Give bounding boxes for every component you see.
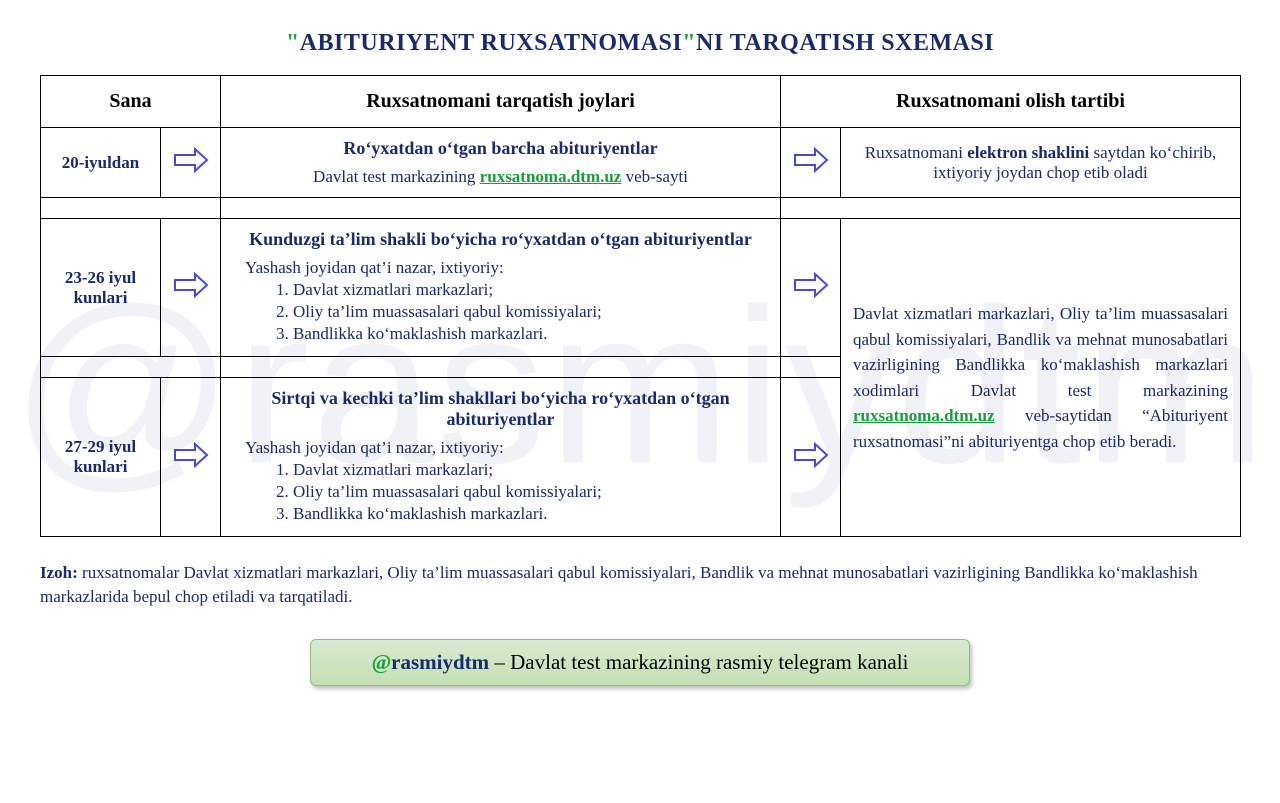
page-title: "ABITURIYENT RUXSATNOMASI"NI TARQATISH S… [40,30,1240,57]
arrow-cell [781,378,841,537]
header-procedure: Ruxsatnomani olish tartibi [781,76,1241,128]
places-heading-r1: Ro‘yxatdan o‘tgan barcha abituriyentlar [233,138,768,159]
procedure-cell-r23: Davlat xizmatlari markazlari, Oliy ta’li… [841,219,1241,537]
arrow-cell [781,219,841,357]
places-post-r1: veb-sayti [621,167,688,186]
procedure-text-r23: Davlat xizmatlari markazlari, Oliy ta’li… [853,301,1228,454]
footer-dash: – [489,650,510,674]
table-row: 20-iyuldan Ro‘yxatdan o‘tgan barcha abit… [41,128,1241,198]
footer-at-symbol: @ [372,650,392,674]
places-heading-r3: Sirtqi va kechki ta’lim shakllari bo‘yic… [233,388,768,430]
procedure-cell-r1: Ruxsatnomani elektron shaklini saytdan k… [841,128,1241,198]
places-list-r2: Davlat xizmatlari markazlari; Oliy ta’li… [293,280,768,344]
arrow-right-icon [173,145,209,175]
proc-pre-r1: Ruxsatnomani [865,143,967,162]
header-places: Ruxsatnomani tarqatish joylari [221,76,781,128]
document-content: "ABITURIYENT RUXSATNOMASI"NI TARQATISH S… [40,30,1240,686]
title-part2: NI TARQATISH SXEMASI [696,30,994,56]
footer-desc: Davlat test markazining rasmiy telegram … [510,650,908,674]
spacer-row [41,198,1241,219]
note-paragraph: Izoh: ruxsatnomalar Davlat xizmatlari ma… [40,561,1240,609]
date-cell-r1: 20-iyuldan [41,128,161,198]
table-row: 23-26 iyul kunlari Kunduzgi ta’lim shakl… [41,219,1241,357]
places-cell-r2: Kunduzgi ta’lim shakli bo‘yicha ro‘yxatd… [221,219,781,357]
arrow-right-icon [793,270,829,300]
arrow-right-icon [793,145,829,175]
title-quote-open: " [286,30,300,56]
list-item: Oliy ta’lim muassasalari qabul komissiya… [293,482,768,502]
list-item: Davlat xizmatlari markazlari; [293,280,768,300]
note-text: ruxsatnomalar Davlat xizmatlari markazla… [40,563,1198,606]
arrow-cell [161,128,221,198]
title-quote-close: " [682,30,696,56]
arrow-cell [161,378,221,537]
arrow-right-icon [793,440,829,470]
table-header-row: Sana Ruxsatnomani tarqatish joylari Ruxs… [41,76,1241,128]
places-intro-r3: Yashash joyidan qat’i nazar, ixtiyoriy: [245,438,768,458]
title-part1: ABITURIYENT RUXSATNOMASI [300,30,683,56]
places-heading-r2: Kunduzgi ta’lim shakli bo‘yicha ro‘yxatd… [233,229,768,250]
proc-bold-r1: elektron shaklini [967,143,1089,162]
places-list-r3: Davlat xizmatlari markazlari; Oliy ta’li… [293,460,768,524]
places-intro-r2: Yashash joyidan qat’i nazar, ixtiyoriy: [245,258,768,278]
footer-handle[interactable]: rasmiydtm [391,650,489,674]
note-label: Izoh: [40,563,78,582]
proc23-link[interactable]: ruxsatnoma.dtm.uz [853,406,995,425]
list-item: Bandlikka ko‘maklashish markazlari. [293,324,768,344]
date-cell-r3: 27-29 iyul kunlari [41,378,161,537]
schedule-table: Sana Ruxsatnomani tarqatish joylari Ruxs… [40,75,1241,537]
places-cell-r1: Ro‘yxatdan o‘tgan barcha abituriyentlar … [221,128,781,198]
arrow-right-icon [173,440,209,470]
places-body-r1: Davlat test markazining ruxsatnoma.dtm.u… [233,167,768,187]
arrow-cell [161,219,221,357]
footer-banner: @rasmiydtm – Davlat test markazining ras… [310,639,970,686]
places-pre-r1: Davlat test markazining [313,167,480,186]
list-item: Bandlikka ko‘maklashish markazlari. [293,504,768,524]
arrow-cell [781,128,841,198]
date-cell-r2: 23-26 iyul kunlari [41,219,161,357]
header-date: Sana [41,76,221,128]
arrow-right-icon [173,270,209,300]
list-item: Davlat xizmatlari markazlari; [293,460,768,480]
list-item: Oliy ta’lim muassasalari qabul komissiya… [293,302,768,322]
places-cell-r3: Sirtqi va kechki ta’lim shakllari bo‘yic… [221,378,781,537]
proc23-pre: Davlat xizmatlari markazlari, Oliy ta’li… [853,304,1228,400]
places-link-r1[interactable]: ruxsatnoma.dtm.uz [480,167,622,186]
